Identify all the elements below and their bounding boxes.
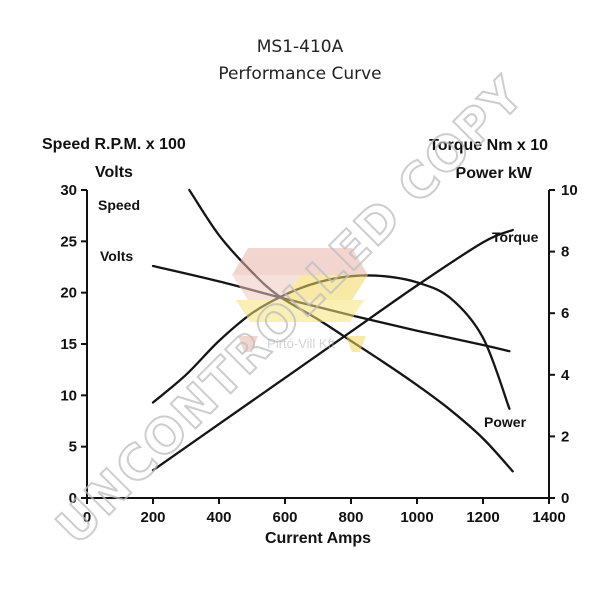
series-label-torque: Torque [492,229,539,245]
y-right-tick-label: 6 [561,305,569,322]
x-tick-label: 600 [272,509,297,526]
series-line-torque [151,228,514,472]
y-right-tick-label: 10 [561,182,578,199]
logo-band-left [232,275,300,300]
chart-title: MS1-410A [257,37,344,57]
logo-mini-red [238,336,258,352]
watermark-logo: Pirtó-Vill Kft [232,248,368,352]
watermark-logo-text: Pirtó-Vill Kft [267,336,335,351]
y-left-tick-label: 25 [60,233,77,250]
y-right-tick-label: 0 [561,490,569,507]
y-right-label-torque: Torque Nm x 10 [429,137,548,154]
x-tick-label: 1000 [400,509,433,526]
series-label-power: Power [484,414,527,430]
y-left-tick-label: 15 [60,336,77,353]
x-tick-label: 1400 [532,509,565,526]
y-left-label-speed: Speed R.P.M. x 100 [42,136,186,153]
y-left-ticks: 0 5 10 15 20 25 30 [60,182,87,507]
x-axis-label: Current Amps [265,530,371,547]
y-right-tick-label: 2 [561,428,569,445]
logo-band-right [284,275,368,300]
x-tick-label: 400 [206,509,231,526]
series-label-volts: Volts [100,248,133,264]
logo-mini-yellow [346,336,366,352]
y-left-tick-label: 30 [60,182,77,199]
x-tick-label: 0 [83,509,91,526]
series-label-speed: Speed [98,197,140,213]
chart-subtitle: Performance Curve [218,64,381,84]
y-left-tick-label: 0 [69,490,77,507]
y-left-tick-label: 10 [60,387,77,404]
x-ticks: 0 200 400 600 800 1000 1200 1400 [83,498,566,526]
y-right-ticks: 0 2 4 6 8 10 [549,182,578,507]
y-left-tick-label: 20 [60,285,77,302]
y-right-label-power: Power kW [456,165,533,182]
logo-band-top [232,248,368,275]
x-tick-label: 800 [338,509,363,526]
x-tick-label: 200 [140,509,165,526]
y-left-tick-label: 5 [69,439,77,456]
y-left-label-volts: Volts [95,164,133,181]
x-tick-label: 1200 [466,509,499,526]
y-right-tick-label: 4 [561,367,570,384]
logo-band-bottom [236,300,364,322]
y-right-tick-label: 8 [561,244,569,261]
